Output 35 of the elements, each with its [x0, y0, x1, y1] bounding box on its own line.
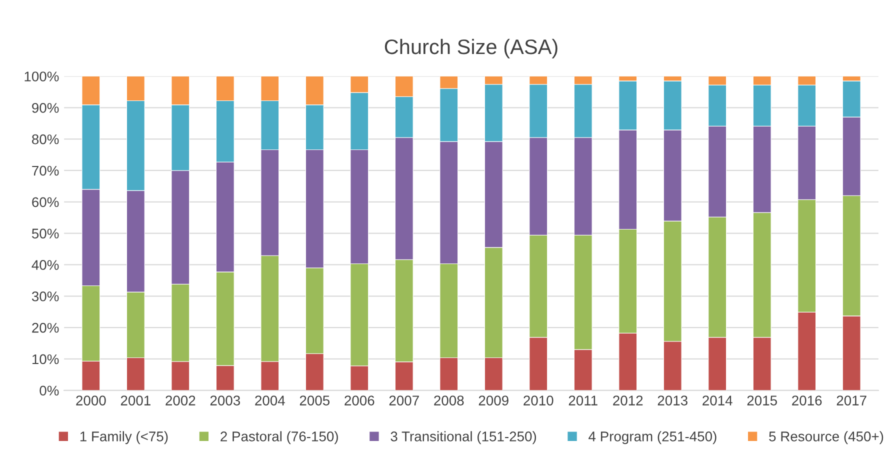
y-tick-label: 20%: [32, 322, 59, 333]
x-tick-label: 2006: [344, 396, 374, 406]
y-tick-label: 60%: [32, 197, 59, 208]
x-tick-label: 2016: [792, 396, 822, 406]
x-tick-label: 2010: [524, 396, 554, 406]
y-tick-label: 30%: [32, 291, 59, 302]
x-tick-label: 2008: [434, 396, 464, 406]
y-tick-label: 10%: [32, 354, 59, 364]
x-tick-label: 2014: [702, 396, 732, 406]
chart-title: Church Size (ASA): [384, 38, 558, 58]
legend-label: 1 Family (<75): [80, 431, 168, 444]
x-tick-label: 2009: [478, 396, 508, 406]
x-tick-label: 2004: [255, 396, 285, 406]
y-tick-label: 40%: [32, 260, 59, 270]
y-tick-label: 80%: [32, 134, 59, 144]
x-tick-label: 2000: [76, 396, 106, 406]
x-tick-label: 2001: [120, 396, 150, 406]
x-tick-label: 2012: [613, 396, 643, 406]
y-tick-label: 50%: [32, 228, 59, 238]
y-tick-label: 70%: [32, 166, 59, 176]
legend-label: 4 Program (251-450): [588, 431, 716, 444]
legend-label: 2 Pastoral (76-150): [220, 431, 338, 444]
y-tick-label: 100%: [24, 72, 59, 82]
x-tick-label: 2011: [568, 396, 598, 406]
x-tick-label: 2017: [836, 396, 866, 406]
x-tick-label: 2005: [300, 396, 330, 406]
x-tick-label: 2013: [658, 396, 688, 406]
x-tick-label: 2002: [166, 396, 196, 406]
x-tick-label: 2007: [389, 396, 419, 406]
x-tick-label: 2003: [210, 396, 240, 406]
y-tick-label: 0%: [40, 386, 59, 396]
legend-label: 3 Transitional (151-250): [390, 431, 536, 444]
legend-label: 5 Resource (450+): [769, 431, 884, 444]
y-tick-label: 90%: [32, 102, 59, 113]
x-tick-label: 2015: [747, 396, 777, 406]
